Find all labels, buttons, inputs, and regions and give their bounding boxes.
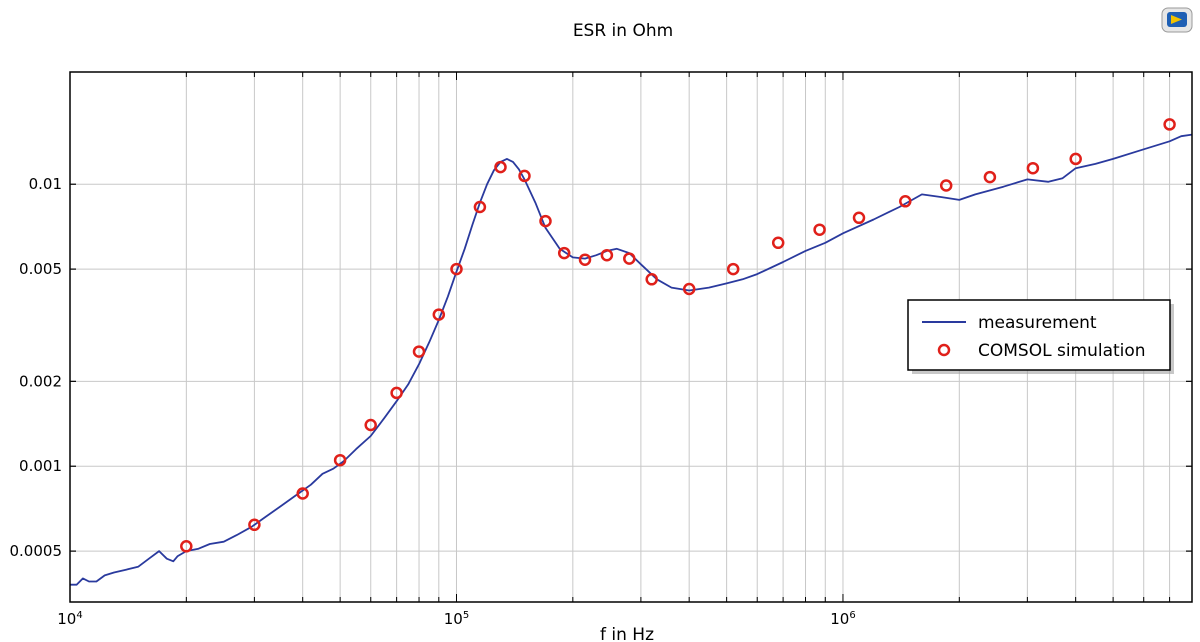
legend: measurement COMSOL simulation <box>907 299 1174 374</box>
y-tick-label: 0.01 <box>29 175 62 193</box>
simulation-point <box>771 236 785 250</box>
simulation-point <box>450 262 463 276</box>
x-tick-label: 105 <box>444 610 469 628</box>
x-axis-label: f in Hz <box>600 625 654 642</box>
x-tick-label: 104 <box>57 610 82 628</box>
simulation-point <box>494 160 507 174</box>
simulation-point <box>600 248 614 262</box>
simulation-point <box>412 345 426 358</box>
simulation-point <box>682 282 696 296</box>
simulation-point <box>539 214 552 228</box>
chart-title: ESR in Ohm <box>573 21 673 41</box>
simulation-point <box>518 169 531 183</box>
simulation-point <box>248 518 261 532</box>
simulation-point <box>645 273 658 286</box>
x-axis-ticks: 104 105 106 <box>57 72 1193 628</box>
legend-marker-swatch <box>937 343 951 357</box>
simulation-point <box>390 386 403 400</box>
simulation-point <box>557 246 571 260</box>
plot-frame <box>69 71 1193 603</box>
app-logo-icon <box>1161 7 1193 33</box>
simulation-point <box>432 308 446 321</box>
y-tick-label: 0.005 <box>19 260 62 278</box>
simulation-point <box>578 253 592 266</box>
x-tick-label-base: 10 <box>830 610 849 628</box>
x-tick-label-base: 10 <box>57 610 76 628</box>
simulation-point <box>1069 152 1082 166</box>
legend-box <box>907 299 1171 371</box>
simulation-point <box>180 540 193 553</box>
simulation-point <box>623 252 636 265</box>
simulation-point <box>983 170 997 184</box>
simulation-point <box>333 453 347 467</box>
simulation-point <box>939 179 953 192</box>
y-tick-label: 0.001 <box>19 457 62 475</box>
legend-entry-measurement: measurement <box>978 313 1097 333</box>
x-tick-label: 106 <box>830 610 855 628</box>
x-tick-label-exponent: 6 <box>849 610 855 621</box>
x-tick-label-exponent: 5 <box>463 610 469 621</box>
x-tick-label-exponent: 4 <box>76 610 82 621</box>
legend-entry-simulation: COMSOL simulation <box>978 341 1146 361</box>
x-tick-label-base: 10 <box>444 610 463 628</box>
simulation-point <box>899 195 912 208</box>
y-tick-label: 0.002 <box>19 372 62 390</box>
simulation-point <box>726 262 740 276</box>
y-tick-label: 0.0005 <box>10 542 63 560</box>
simulation-point <box>852 211 866 225</box>
simulation-point <box>813 223 826 236</box>
plot-area <box>70 118 1193 586</box>
simulation-point <box>1026 161 1040 175</box>
simulation-point <box>473 200 487 214</box>
simulation-point <box>296 487 309 500</box>
simulation-point <box>364 418 377 432</box>
simulation-point <box>1163 118 1176 131</box>
y-axis-ticks: 0.0005 0.001 0.002 0.005 0.01 <box>10 175 1192 560</box>
